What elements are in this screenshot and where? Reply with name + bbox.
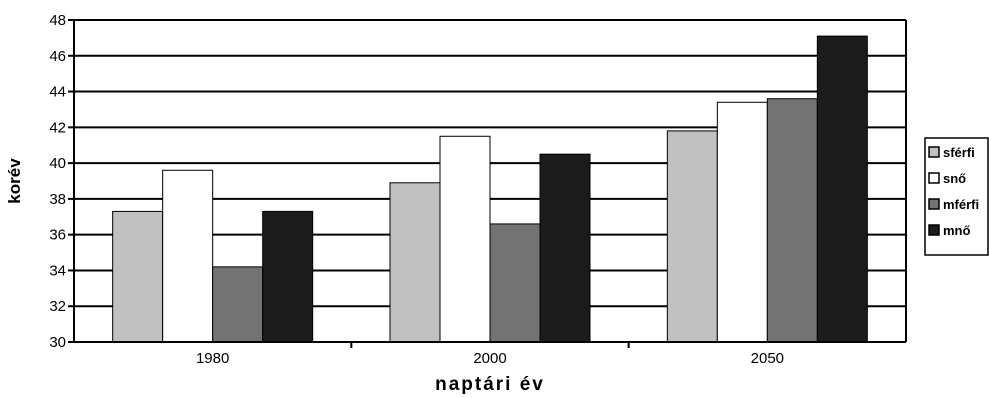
x-tick-label: 2050: [751, 350, 784, 367]
bar-sférfi-1980: [112, 210, 164, 343]
y-tick-label: 30: [49, 334, 66, 351]
y-tick-label: 42: [49, 119, 66, 136]
legend-label-snő: snő: [943, 171, 966, 186]
bar-sférfi-2000: [389, 182, 441, 343]
y-tick-label: 32: [49, 298, 66, 315]
bar-snő-2050: [716, 101, 768, 343]
legend: sférfi snő mférfi mnő: [924, 137, 989, 256]
x-tick-label: 1980: [196, 350, 229, 367]
x-tick-label: 2000: [473, 350, 506, 367]
y-tick-label: 46: [49, 48, 66, 65]
x-tick-labels: 1980 2000 2050: [196, 350, 784, 367]
y-tick-labels: 30 32 34 36 38 40 42 44 46 48: [49, 12, 66, 351]
bar-mférfi-1980: [212, 266, 264, 343]
legend-label-mférfi: mférfi: [943, 197, 979, 212]
legend-swatch-snő: [928, 172, 940, 184]
legend-items: sférfi snő mférfi mnő: [928, 145, 979, 238]
x-axis-title: naptári év: [435, 374, 545, 395]
y-tick-label: 38: [49, 191, 66, 208]
legend-swatch-sférfi: [928, 146, 940, 158]
y-tick-label: 48: [49, 12, 66, 29]
bar-snő-1980: [162, 169, 214, 343]
legend-swatch-mnő: [928, 224, 940, 236]
y-axis-title: korév: [5, 158, 24, 204]
bar-mférfi-2050: [766, 98, 818, 343]
y-tick-label: 40: [49, 155, 66, 172]
y-tick-label: 34: [49, 262, 66, 279]
legend-label-sférfi: sférfi: [943, 145, 975, 160]
bars: [112, 35, 868, 343]
bar-mférfi-2000: [489, 223, 541, 343]
bar-mnő-1980: [262, 210, 314, 343]
y-tick-label: 44: [49, 84, 66, 101]
bar-mnő-2000: [539, 153, 591, 343]
legend-swatch-mférfi: [928, 198, 940, 210]
bar-mnő-2050: [816, 35, 868, 343]
axes: [73, 20, 907, 343]
legend-label-mnő: mnő: [943, 223, 971, 238]
bar-sférfi-2050: [666, 130, 718, 343]
bar-snő-2000: [439, 135, 491, 343]
y-tick-label: 36: [49, 227, 66, 244]
